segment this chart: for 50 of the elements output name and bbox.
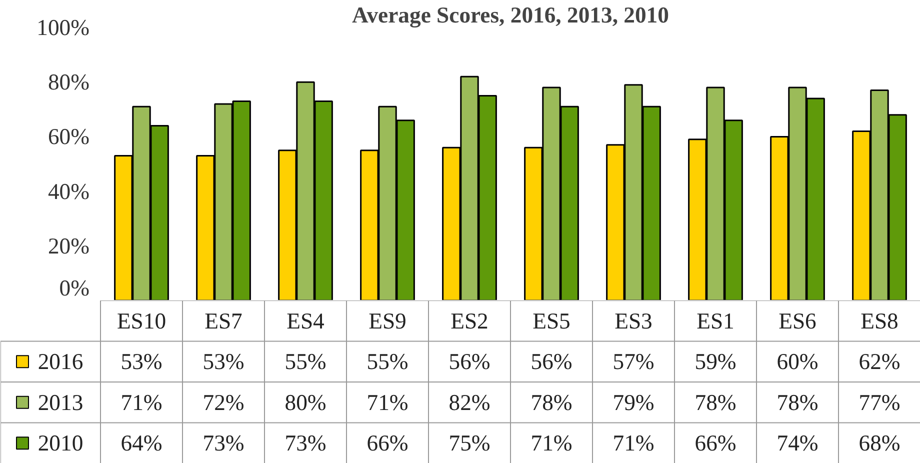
x-tick-label: ES3 xyxy=(614,308,652,334)
data-label: 60% xyxy=(776,349,818,374)
legend-label: 2013 xyxy=(38,390,84,415)
data-label: 71% xyxy=(612,430,654,456)
data-label: 77% xyxy=(858,390,900,415)
x-tick-label: ES8 xyxy=(860,308,898,334)
data-label: 71% xyxy=(120,390,162,415)
data-label: 56% xyxy=(530,349,572,374)
data-label: 64% xyxy=(120,430,162,456)
data-label: 78% xyxy=(530,390,572,415)
x-tick-label: ES2 xyxy=(450,308,488,334)
data-label: 79% xyxy=(612,390,654,415)
x-tick-label: ES9 xyxy=(368,308,406,334)
x-tick-label: ES10 xyxy=(116,308,166,334)
data-label: 66% xyxy=(694,430,736,456)
y-tick-label: 60% xyxy=(48,124,90,150)
y-tick-label: 80% xyxy=(48,70,90,95)
y-tick-label: 0% xyxy=(59,276,90,300)
data-label: 75% xyxy=(448,430,490,456)
data-label: 71% xyxy=(366,390,408,415)
data-label: 71% xyxy=(530,430,572,456)
data-label: 56% xyxy=(448,349,490,374)
legend-label: 2010 xyxy=(38,430,84,456)
x-tick-label: ES1 xyxy=(696,308,734,334)
data-label: 57% xyxy=(612,349,654,374)
data-label: 59% xyxy=(694,349,736,374)
x-tick-label: ES6 xyxy=(778,308,816,334)
data-label: 53% xyxy=(120,349,162,374)
data-label: 78% xyxy=(776,390,818,415)
data-label: 80% xyxy=(284,390,326,415)
legend-label: 2016 xyxy=(38,349,84,374)
data-label: 74% xyxy=(776,430,818,456)
y-tick-label: 40% xyxy=(48,178,90,204)
data-label: 73% xyxy=(284,430,326,456)
x-tick-label: ES5 xyxy=(532,308,570,334)
y-tick-label: 20% xyxy=(48,233,90,258)
data-label: 55% xyxy=(366,349,408,374)
data-label: 72% xyxy=(202,390,244,415)
data-label: 82% xyxy=(448,390,490,415)
data-label: 55% xyxy=(284,349,326,374)
y-tick-label: 100% xyxy=(36,15,90,40)
data-label: 53% xyxy=(202,349,244,374)
chart-title: Average Scores, 2016, 2013, 2010 xyxy=(352,2,669,28)
data-label: 73% xyxy=(202,430,244,456)
x-tick-label: ES7 xyxy=(204,308,242,334)
data-label: 62% xyxy=(858,349,900,374)
data-label: 66% xyxy=(366,430,408,456)
x-tick-label: ES4 xyxy=(286,308,324,334)
data-label: 68% xyxy=(858,430,900,456)
data-label: 78% xyxy=(694,390,736,415)
